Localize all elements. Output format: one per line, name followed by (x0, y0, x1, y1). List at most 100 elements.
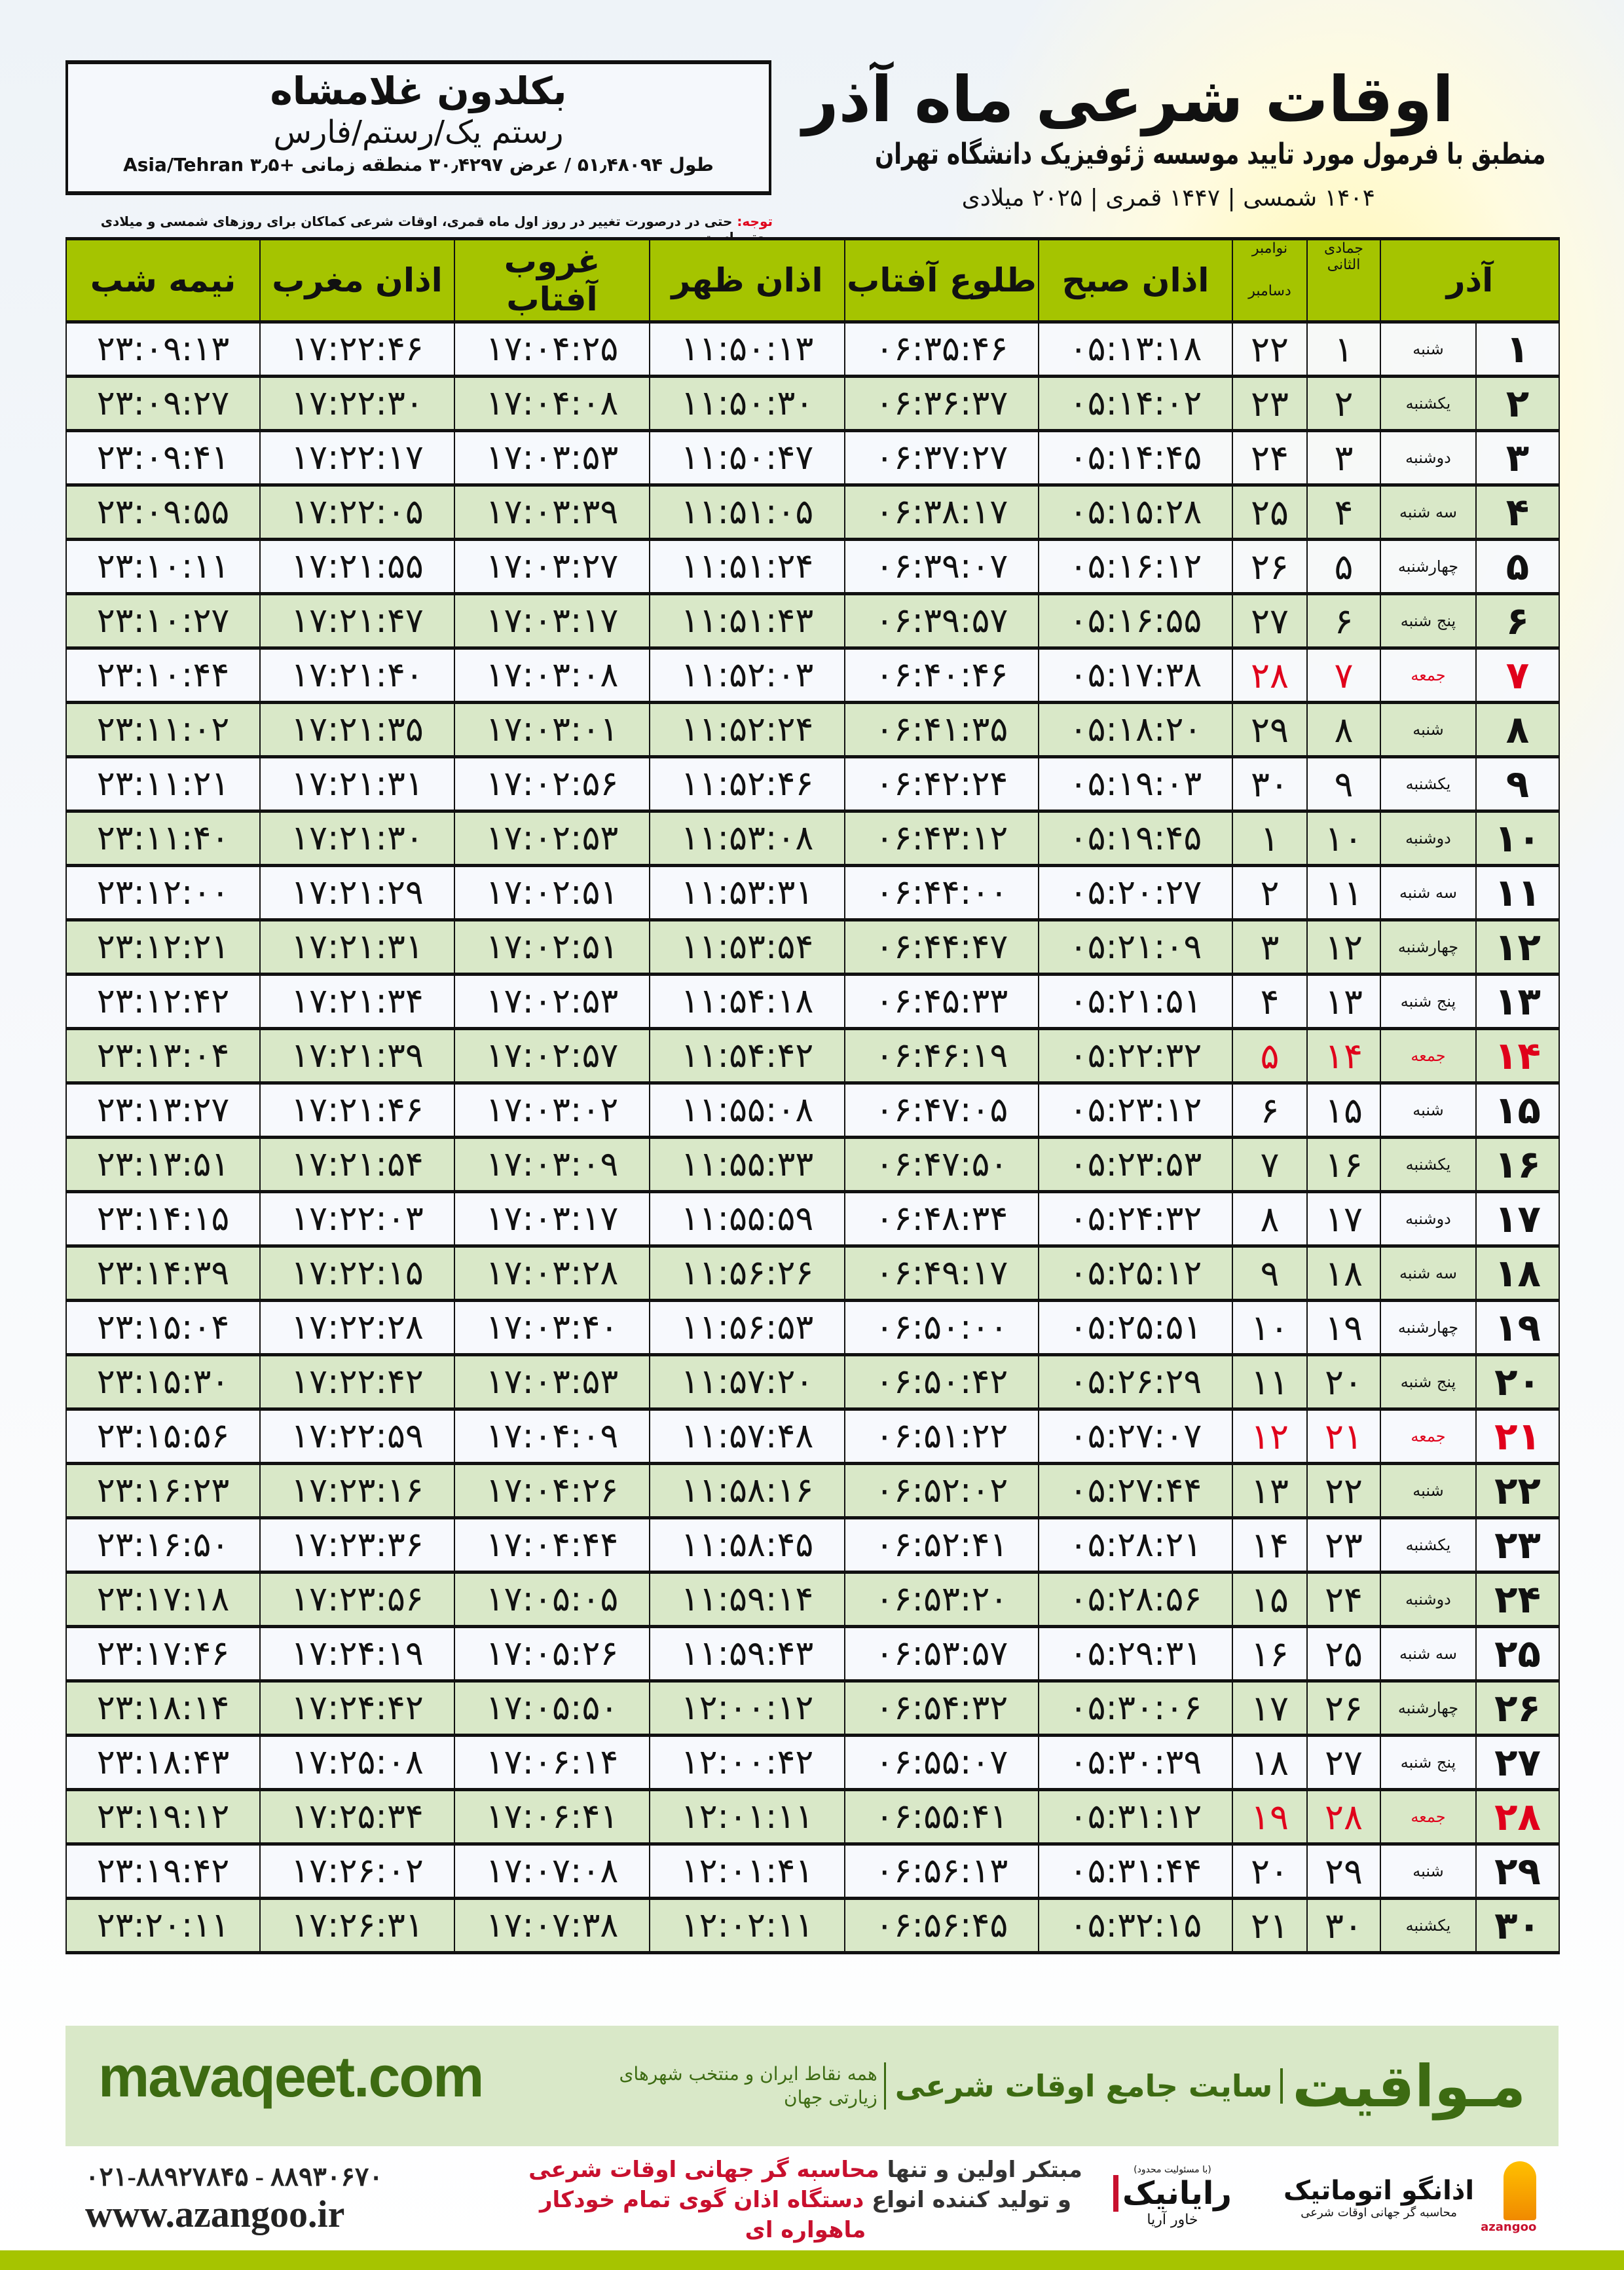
maghrib-time: ۱۷:۲۶:۳۱ (259, 1898, 455, 1954)
gregorian-day: ۱۳ (1232, 1463, 1308, 1519)
table-row: ۱۱ سه شنبه ۱۱ ۲ ۰۵:۲۰:۲۷ ۰۶:۴۴:۰۰ ۱۱:۵۳:۳۱ ۱۷:۰… (65, 865, 1560, 921)
maghrib-time: ۱۷:۲۱:۳۹ (259, 1028, 455, 1085)
weekday: پنج شنبه (1380, 974, 1477, 1030)
midnight-time: ۲۳:۱۳:۲۷ (65, 1083, 261, 1139)
midnight-time: ۲۳:۱۳:۵۱ (65, 1137, 261, 1193)
table-header: آذر جمادی الثانی نوامبر دسامبر اذان صبح … (65, 237, 1560, 324)
hijri-day: ۶ (1306, 593, 1381, 650)
footer-banner (65, 2026, 1559, 2146)
fajr-time: ۰۵:۲۸:۵۶ (1038, 1572, 1233, 1628)
col-gregorian: نوامبر دسامبر (1232, 237, 1308, 324)
sunset-time: ۱۷:۰۴:۴۴ (454, 1517, 650, 1574)
table-row: ۱۵ شنبه ۱۵ ۶ ۰۵:۲۳:۱۲ ۰۶:۴۷:۰۵ ۱۱:۵۵:۰۸ ۱۷:۰۳:۰… (65, 1083, 1560, 1139)
sunrise-time: ۰۶:۵۳:۲۰ (844, 1572, 1039, 1628)
dhuhr-time: ۱۲:۰۲:۱۱ (649, 1898, 845, 1954)
weekday: شنبه (1380, 322, 1477, 378)
sunrise-time: ۰۶:۵۴:۳۲ (844, 1681, 1039, 1737)
table-row: ۱۴ جمعه ۱۴ ۵ ۰۵:۲۲:۳۲ ۰۶:۴۶:۱۹ ۱۱:۵۴:۴۲ ۱۷:۰۲:۵… (65, 1028, 1560, 1085)
fajr-time: ۰۵:۳۱:۴۴ (1038, 1844, 1233, 1900)
dhuhr-time: ۱۱:۵۲:۲۴ (649, 702, 845, 758)
day-number: ۲۴ (1475, 1572, 1560, 1628)
sunrise-time: ۰۶:۵۶:۱۳ (844, 1844, 1039, 1900)
fajr-time: ۰۵:۳۱:۱۲ (1038, 1789, 1233, 1846)
weekday: شنبه (1380, 702, 1477, 758)
maghrib-time: ۱۷:۲۲:۰۵ (259, 485, 455, 541)
weekday: جمعه (1380, 648, 1477, 704)
midnight-time: ۲۳:۰۹:۱۳ (65, 322, 261, 378)
promo-line2-b: دستگاه اذان گوی تمام خودکار ماهواره ای (539, 2187, 866, 2243)
weekday: سه شنبه (1380, 1246, 1477, 1302)
fajr-time: ۰۵:۲۱:۰۹ (1038, 920, 1233, 976)
page-title: اوقات شرعی ماه آذر (802, 63, 1454, 136)
dhuhr-time: ۱۱:۵۱:۲۴ (649, 539, 845, 595)
weekday: جمعه (1380, 1789, 1477, 1846)
hijri-day: ۱۱ (1306, 865, 1381, 921)
maghrib-time: ۱۷:۲۲:۱۵ (259, 1246, 455, 1302)
dhuhr-time: ۱۱:۵۴:۱۸ (649, 974, 845, 1030)
hijri-day: ۲۷ (1306, 1735, 1381, 1791)
weekday: چهارشنبه (1380, 539, 1477, 595)
sunrise-time: ۰۶:۴۵:۳۳ (844, 974, 1039, 1030)
midnight-time: ۲۳:۱۵:۰۴ (65, 1300, 261, 1356)
day-number: ۸ (1475, 702, 1560, 758)
day-number: ۱۲ (1475, 920, 1560, 976)
sunset-time: ۱۷:۰۶:۱۴ (454, 1735, 650, 1791)
maghrib-time: ۱۷:۲۴:۱۹ (259, 1626, 455, 1683)
sunset-time: ۱۷:۰۳:۱۷ (454, 1191, 650, 1248)
table-row: ۹ یکشنبه ۹ ۳۰ ۰۵:۱۹:۰۳ ۰۶:۴۲:۲۴ ۱۱:۵۲:۴۶ ۱۷:۰۲:… (65, 756, 1560, 813)
table-row: ۱۶ یکشنبه ۱۶ ۷ ۰۵:۲۳:۵۳ ۰۶:۴۷:۵۰ ۱۱:۵۵:۳۳ ۱۷:۰۳… (65, 1137, 1560, 1193)
day-number: ۴ (1475, 485, 1560, 541)
midnight-time: ۲۳:۱۱:۲۱ (65, 756, 261, 813)
maghrib-time: ۱۷:۲۱:۳۴ (259, 974, 455, 1030)
hijri-day: ۱۸ (1306, 1246, 1381, 1302)
hijri-day: ۲۲ (1306, 1463, 1381, 1519)
day-number: ۱۱ (1475, 865, 1560, 921)
col-midnight: نیمه شب (65, 237, 261, 324)
col-gregorian-top: نوامبر (1251, 240, 1288, 257)
table-row: ۱۳ پنج شنبه ۱۳ ۴ ۰۵:۲۱:۵۱ ۰۶:۴۵:۳۳ ۱۱:۵۴:۱۸ ۱۷:… (65, 974, 1560, 1030)
day-number: ۲۹ (1475, 1844, 1560, 1900)
day-number: ۶ (1475, 593, 1560, 650)
col-sunset: غروب آفتاب (454, 237, 650, 324)
day-number: ۲۸ (1475, 1789, 1560, 1846)
fajr-time: ۰۵:۲۰:۲۷ (1038, 865, 1233, 921)
maghrib-time: ۱۷:۲۱:۴۰ (259, 648, 455, 704)
maghrib-time: ۱۷:۲۱:۳۱ (259, 920, 455, 976)
fajr-time: ۰۵:۱۹:۴۵ (1038, 811, 1233, 867)
table-row: ۳ دوشنبه ۳ ۲۴ ۰۵:۱۴:۴۵ ۰۶:۳۷:۲۷ ۱۱:۵۰:۴۷ ۱۷:۰۳:… (65, 430, 1560, 487)
sunset-time: ۱۷:۰۵:۲۶ (454, 1626, 650, 1683)
midnight-time: ۲۳:۰۹:۴۱ (65, 430, 261, 487)
dhuhr-time: ۱۱:۵۷:۴۸ (649, 1409, 845, 1465)
website-link[interactable]: www.azangoo.ir (85, 2193, 345, 2235)
brand: مـواقیت سایت جامع اوقات شرعی همه نقاط ای… (616, 2037, 1526, 2135)
sunrise-time: ۰۶:۵۲:۰۲ (844, 1463, 1039, 1519)
hijri-day: ۸ (1306, 702, 1381, 758)
weekday: چهارشنبه (1380, 1300, 1477, 1356)
site-url[interactable]: mavaqeet.com (98, 2044, 484, 2109)
sunrise-time: ۰۶:۴۴:۰۰ (844, 865, 1039, 921)
dhuhr-time: ۱۲:۰۰:۱۲ (649, 1681, 845, 1737)
midnight-time: ۲۳:۲۰:۱۱ (65, 1898, 261, 1954)
hijri-day: ۲۳ (1306, 1517, 1381, 1574)
weekday: یکشنبه (1380, 1898, 1477, 1954)
fajr-time: ۰۵:۱۷:۳۸ (1038, 648, 1233, 704)
col-hijri: جمادی الثانی (1306, 237, 1381, 324)
sunrise-time: ۰۶:۳۷:۲۷ (844, 430, 1039, 487)
brand-logo: مـواقیت (1292, 2052, 1526, 2120)
gregorian-day: ۱ (1232, 811, 1308, 867)
hijri-day: ۱۷ (1306, 1191, 1381, 1248)
gregorian-day: ۲۹ (1232, 702, 1308, 758)
sunrise-time: ۰۶:۴۶:۱۹ (844, 1028, 1039, 1085)
gregorian-day: ۲۸ (1232, 648, 1308, 704)
sunrise-time: ۰۶:۵۰:۴۲ (844, 1354, 1039, 1411)
gregorian-day: ۱۰ (1232, 1300, 1308, 1356)
sunrise-time: ۰۶:۴۳:۱۲ (844, 811, 1039, 867)
sunrise-time: ۰۶:۴۷:۰۵ (844, 1083, 1039, 1139)
note-text: حتی در درصورت تغییر در روز اول ماه قمری،… (100, 214, 773, 245)
sunrise-time: ۰۶:۳۶:۳۷ (844, 376, 1039, 432)
fajr-time: ۰۵:۱۳:۱۸ (1038, 322, 1233, 378)
page-subtitle: منطبق با فرمول مورد تایید موسسه ژئوفیزیک… (874, 138, 1545, 171)
dhuhr-time: ۱۲:۰۱:۴۱ (649, 1844, 845, 1900)
table-row: ۲۶ چهارشنبه ۲۶ ۱۷ ۰۵:۳۰:۰۶ ۰۶:۵۴:۳۲ ۱۲:۰۰:۱۲ ۱۷… (65, 1681, 1560, 1737)
sunset-time: ۱۷:۰۵:۰۵ (454, 1572, 650, 1628)
